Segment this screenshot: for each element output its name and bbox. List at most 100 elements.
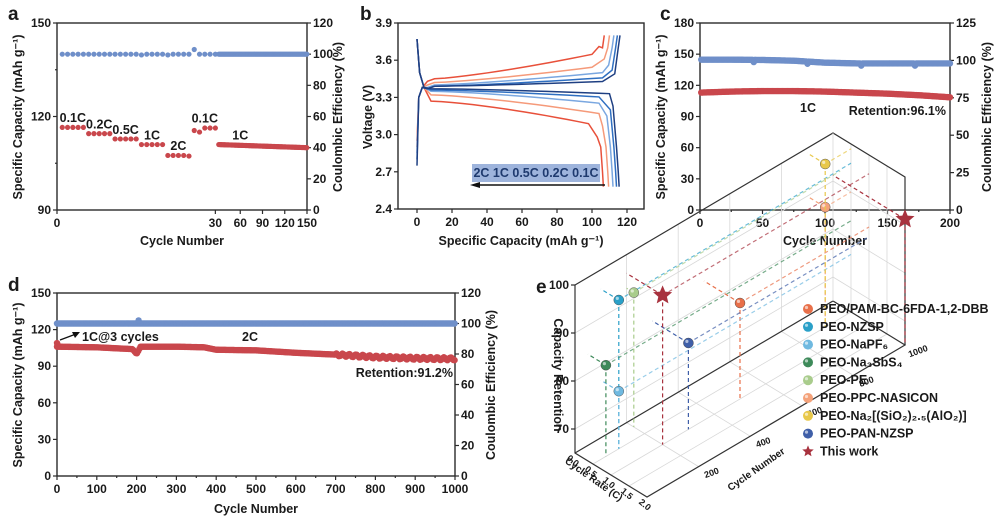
panel-a-capacity-point [91, 131, 97, 137]
panel-a-capacity-point [170, 152, 176, 159]
panel-e-legend-label: PEO-NaPF₆ [820, 338, 888, 352]
panel-d-y2tick-label: 20 [461, 439, 475, 453]
panel-b-discharge-curve [416, 39, 618, 187]
panel-c-y2label: Coulombic Efficiency (%) [980, 42, 994, 192]
panel-b: b 2.4 2.7 3.0 3.3 3.6 3.9 0 20 40 60 80 100 120 2C 1… [360, 4, 645, 248]
panel-e-drop-line [662, 173, 870, 296]
panel-e-legend-label: PEO-PAN-NZSP [820, 427, 914, 441]
panel-e-legend-swatch [803, 304, 813, 314]
panel-a-ce-point [59, 51, 65, 57]
panel-c-xtick-label: 0 [697, 216, 704, 230]
panel-a-capacity-point [128, 136, 134, 142]
panel-c-xtick-label: 150 [877, 216, 897, 230]
panel-b-xtick-label: 40 [480, 215, 494, 229]
panel-a-ytick-label: 120 [31, 110, 51, 124]
panel-a-rate-label: 0.1C [60, 111, 86, 125]
panel-a-capacity-point [159, 141, 166, 148]
panel-a-ce-point [144, 51, 150, 57]
panel-a-capacity-point [117, 136, 123, 142]
panel-e-legend-swatch [803, 357, 813, 368]
panel-a-rate-label: 0.5C [112, 123, 138, 137]
panel-a-ce-point [86, 51, 92, 57]
panel-a-ce-point [191, 46, 197, 53]
panel-b-xtick-label: 0 [414, 215, 421, 229]
panel-e-floor-grid [677, 391, 751, 437]
panel-a-letter: a [8, 4, 19, 25]
panel-d-xtick-label: 600 [286, 482, 306, 496]
panel-e-sphere-marker [613, 386, 624, 397]
panel-b-discharge-curve [416, 39, 605, 187]
panel-b-discharge-curve [416, 39, 614, 187]
panel-a-xtick-label: 30 [209, 216, 223, 230]
panel-b-ytick-label: 3.9 [375, 16, 392, 30]
panel-e-xlabel: Cycle Rate (C) [563, 456, 625, 504]
panel-d-marks [53, 317, 458, 364]
panel-a-capacity-point [154, 141, 160, 148]
panel-e-legend-swatch [803, 393, 813, 403]
panel-e-legend-label: PEO-Na₂[(SiO₂)₂.₅(AlO₂)] [820, 409, 967, 423]
panel-a-ce-point [154, 51, 160, 57]
panel-d-ce-point [135, 317, 142, 324]
panel-e-legend-swatch [803, 410, 813, 421]
panel-a-xtick-label: 0 [54, 216, 61, 230]
panel-a-capacity-point [165, 152, 171, 159]
panel-a-rate-label: 1C [232, 129, 248, 143]
panel-b-ytick-label: 2.4 [375, 202, 392, 216]
panel-d-ytick-label: 120 [31, 323, 51, 337]
panel-e-drop-line [703, 280, 741, 304]
panel-e-legend-label: PEO-NZSP [820, 320, 884, 334]
panel-d-ce-point [451, 320, 458, 327]
panel-a-capacity-point [191, 127, 197, 134]
panel-e-wall-frame [574, 132, 906, 345]
panel-c-ytick-label: 0 [687, 203, 694, 217]
panel-e-sphere-highlight [822, 160, 826, 164]
panel-e-sphere-highlight [615, 388, 619, 392]
panel-c-marks [698, 56, 954, 101]
panel-a-rate-label: 1C [144, 129, 160, 143]
panel-e-ytick-label: 800 [858, 374, 876, 389]
panel-e-floor-grid [592, 311, 852, 465]
panel-c-y2tick-label: 75 [956, 91, 970, 105]
panel-e-drop-line [652, 320, 689, 344]
panel-d-xtick-label: 400 [206, 482, 226, 496]
panel-a-y2tick-label: 120 [313, 16, 333, 30]
panel-e-drop-line [832, 174, 906, 220]
panel-e-drop-line [626, 272, 663, 296]
panel-c-ytick-label: 150 [674, 47, 694, 61]
panel-a-ce-point [64, 51, 71, 57]
panel-d-xtick-label: 900 [405, 482, 425, 496]
panel-a-capacity-point [80, 124, 86, 131]
panel-d-xtick-label: 700 [326, 482, 346, 496]
panel-a-capacity-point [196, 129, 203, 135]
panel-a-ce-point [196, 51, 203, 57]
panel-a-ce-point [159, 51, 166, 57]
panel-a-y2tick-label: 60 [313, 110, 327, 124]
panel-c-retention-label: Retention:96.1% [849, 104, 946, 118]
panel-a-y2tick-label: 20 [313, 172, 327, 186]
panel-a-ce-point [80, 51, 86, 57]
panel-d-1c-label: 1C@3 cycles [82, 330, 159, 344]
panel-c-y2tick-label: 0 [956, 203, 963, 217]
panel-e-sphere-highlight [602, 362, 607, 366]
panel-e-star-marker [653, 285, 673, 304]
panel-d-arrowhead [72, 332, 80, 338]
panel-d-capacity-point [451, 356, 458, 364]
panel-a-capacity-point [144, 141, 150, 148]
panel-e-drop-line [633, 170, 841, 294]
panel-a-ce-point [112, 51, 118, 57]
panel-e-legend-label: PEO-PE [820, 373, 867, 387]
panel-c-y2tick-label: 25 [956, 166, 970, 180]
panel-e-ytick-label: 400 [754, 435, 772, 450]
panel-a-xtick-label: 150 [297, 216, 317, 230]
panel-b-charge-curve [416, 35, 621, 166]
panel-e-legend-swatch [803, 339, 813, 350]
panel-e-sphere-marker [600, 360, 612, 371]
panel-b-discharge-curve [416, 39, 620, 187]
panel-e-ytick-label: 200 [703, 466, 721, 481]
panel-e-ztick-label: 90 [556, 326, 570, 340]
panel-e-legend-swatch [803, 428, 813, 439]
panel-a-ce-point [107, 51, 113, 57]
panel-e-drop-line [605, 220, 852, 366]
panel-d-xtick-label: 500 [246, 482, 266, 496]
